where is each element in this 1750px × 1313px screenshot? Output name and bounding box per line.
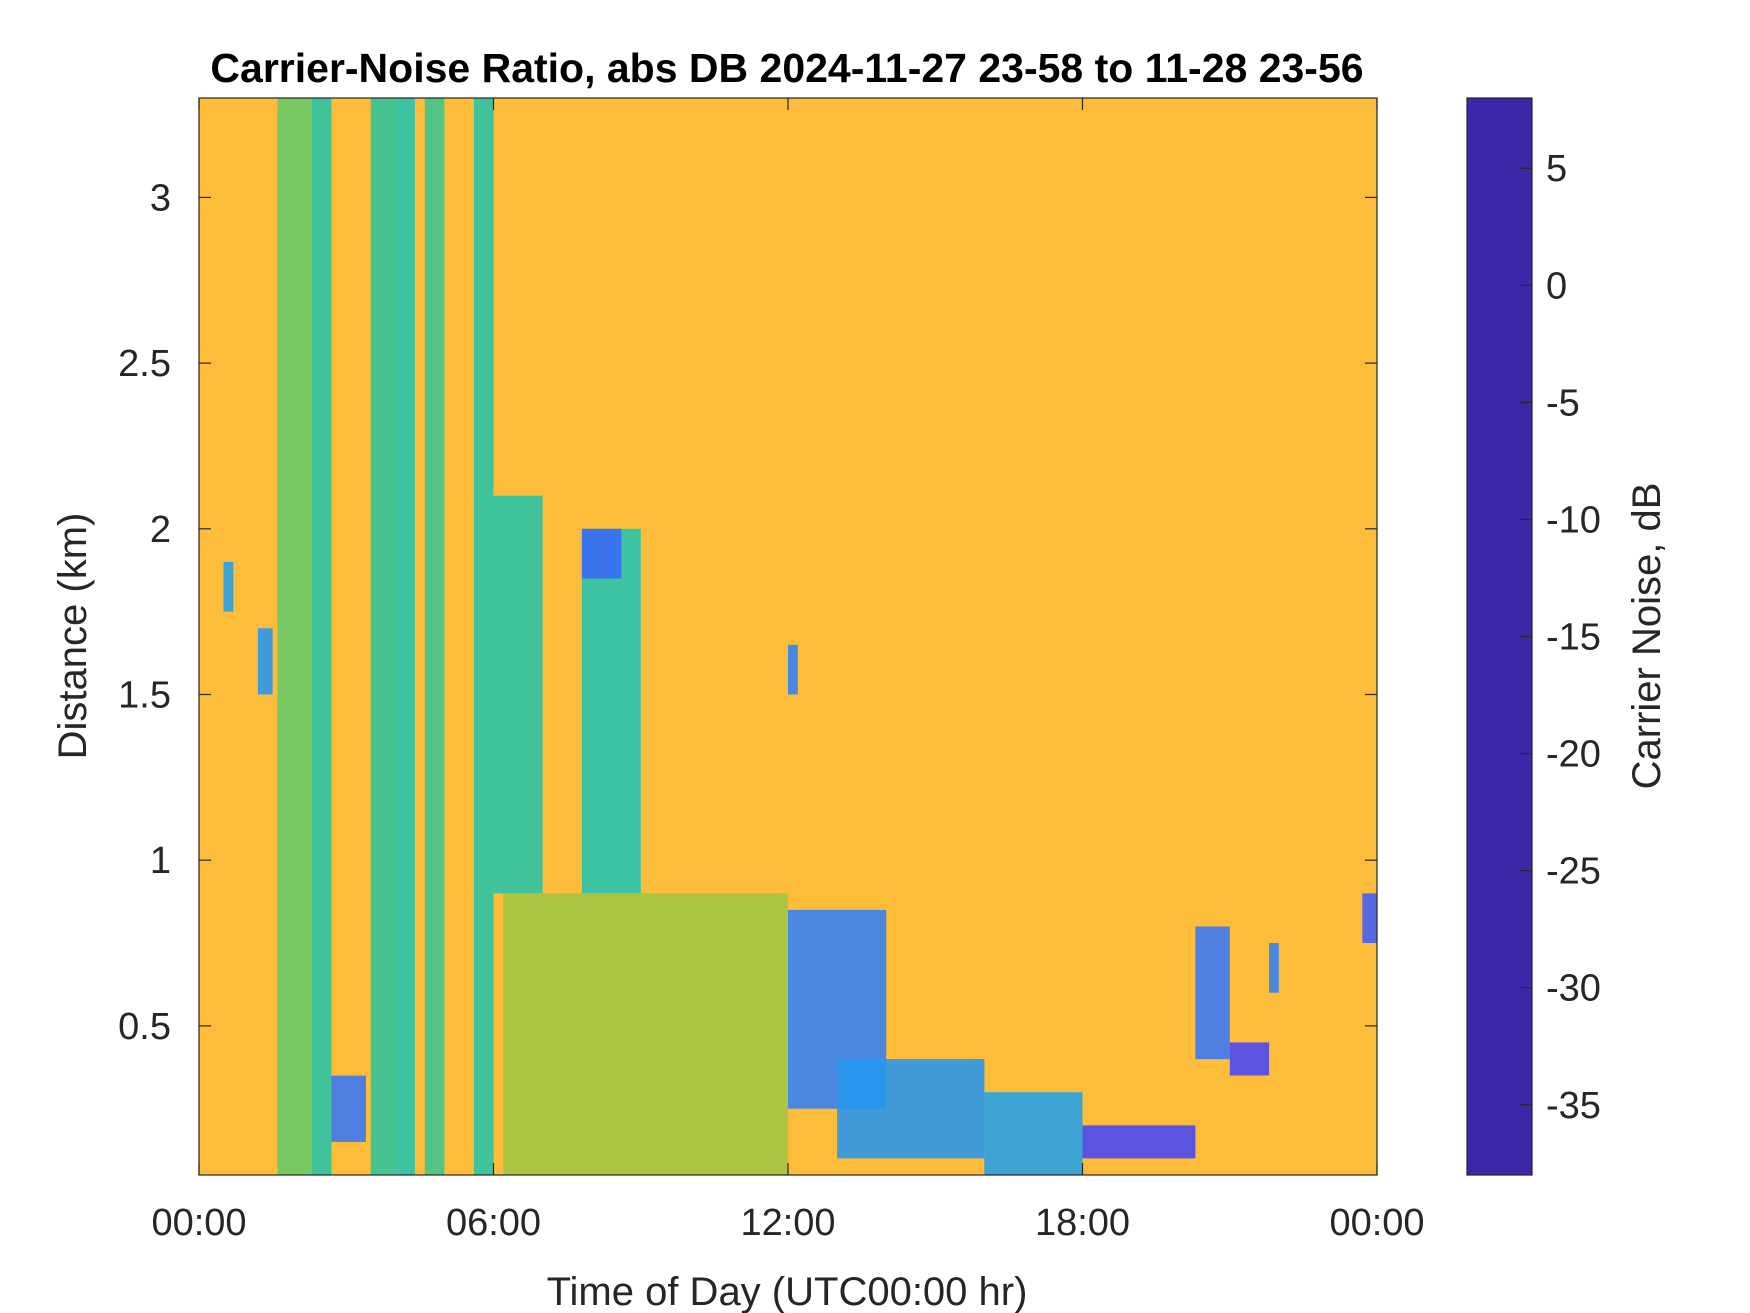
colorbar-tick-label-3: -10 bbox=[1546, 499, 1601, 541]
heatmap-feature-13 bbox=[788, 644, 798, 695]
colorbar-ticks: 5 0 -5 -10 -15 -20 -25 -30 -35 bbox=[1520, 148, 1601, 1127]
colorbar-tick-label-7: -30 bbox=[1546, 968, 1601, 1010]
heatmap-feature-11 bbox=[223, 561, 234, 612]
x-tick-label-3: 18:00 bbox=[1035, 1202, 1130, 1244]
chart-title: Carrier-Noise Ratio, abs DB 2024-11-27 2… bbox=[210, 45, 1363, 91]
colorbar-tick-label-8: -35 bbox=[1546, 1085, 1601, 1127]
colorbar-tick-label-0: 5 bbox=[1546, 148, 1567, 190]
heatmap-feature-20 bbox=[1269, 943, 1279, 993]
heatmap-feature-15 bbox=[837, 1059, 985, 1159]
colorbar-tick-label-6: -25 bbox=[1546, 851, 1601, 893]
colorbar: 5 0 -5 -10 -15 -20 -25 -30 -35 bbox=[1466, 97, 1601, 1176]
heatmap-feature-10 bbox=[331, 1075, 366, 1142]
heatmap-feature-3 bbox=[395, 98, 415, 1175]
heatmap-feature-8 bbox=[581, 528, 622, 579]
x-tick-label-2: 12:00 bbox=[740, 1202, 835, 1244]
heatmap-feature-19 bbox=[1229, 1042, 1270, 1076]
heatmap-feature-9 bbox=[503, 893, 788, 1175]
colorbar-tick-label-1: 0 bbox=[1546, 265, 1567, 307]
heatmap-feature-18 bbox=[1195, 926, 1230, 1060]
y-tick-label-2: 1.5 bbox=[118, 674, 171, 716]
heatmap-feature-17 bbox=[1082, 1125, 1196, 1159]
colorbar-tick-label-4: -15 bbox=[1546, 617, 1601, 659]
heatmap-cells bbox=[223, 98, 1377, 1175]
heatmap-feature-6 bbox=[493, 495, 543, 894]
colorbar-tick-label-2: -5 bbox=[1546, 382, 1580, 424]
x-tick-label-0: 00:00 bbox=[151, 1202, 246, 1244]
colorbar-tick-label-5: -20 bbox=[1546, 734, 1601, 776]
heatmap-feature-2 bbox=[370, 98, 396, 1175]
y-axis: 0.5 1 1.5 2 2.5 3 bbox=[118, 177, 1377, 1048]
y-tick-label-3: 2 bbox=[150, 509, 171, 551]
heatmap-feature-1 bbox=[311, 98, 332, 1175]
y-tick-label-0: 0.5 bbox=[118, 1006, 171, 1048]
x-tick-label-1: 06:00 bbox=[446, 1202, 541, 1244]
x-axis-label: Time of Day (UTC00:00 hr) bbox=[547, 1270, 1028, 1313]
x-tick-label-4: 00:00 bbox=[1329, 1202, 1424, 1244]
y-tick-label-5: 3 bbox=[150, 177, 171, 219]
heatmap-feature-5 bbox=[473, 98, 494, 1175]
colorbar-label: Carrier Noise, dB bbox=[1625, 483, 1669, 790]
y-tick-label-4: 2.5 bbox=[118, 343, 171, 385]
heatmap-feature-7 bbox=[581, 528, 641, 894]
plot-area bbox=[198, 97, 1378, 1176]
heatmap-feature-4 bbox=[424, 98, 445, 1175]
heatmap-feature-16 bbox=[984, 1092, 1083, 1175]
x-axis: 00:00 06:00 12:00 18:00 00:00 bbox=[151, 98, 1425, 1244]
heatmap-feature-12 bbox=[257, 628, 273, 695]
y-axis-label: Distance (km) bbox=[51, 513, 95, 760]
heatmap-feature-21 bbox=[1362, 893, 1377, 943]
heatmap-feature-0 bbox=[277, 98, 312, 1175]
y-tick-label-1: 1 bbox=[150, 840, 171, 882]
